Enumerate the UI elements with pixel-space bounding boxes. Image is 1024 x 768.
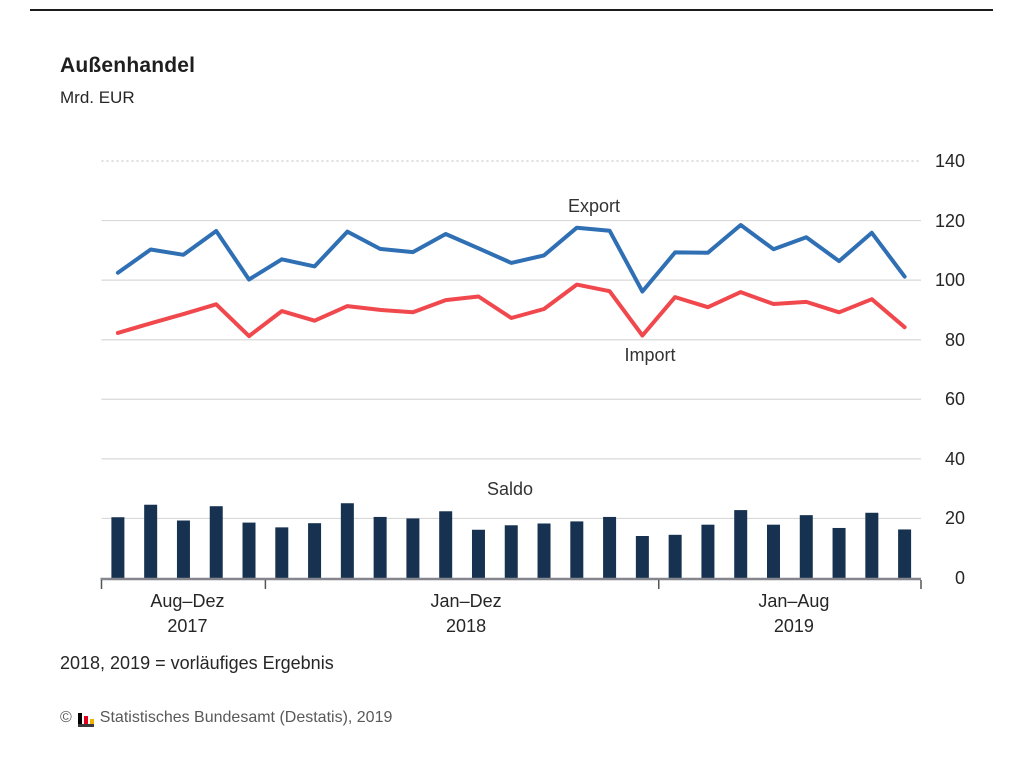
- unit-subtitle: Mrd. EUR: [60, 88, 135, 107]
- saldo-bar: [406, 518, 420, 578]
- saldo-bar: [242, 522, 256, 578]
- top-rule: [30, 9, 993, 11]
- saldo-bar: [308, 523, 322, 578]
- saldo-bar: [144, 504, 158, 578]
- logo-bar-black: [77, 712, 82, 724]
- saldo-bar: [373, 516, 387, 578]
- saldo-bar: [635, 536, 649, 578]
- import-line: [115, 282, 907, 339]
- saldo-bar: [176, 520, 190, 578]
- saldo-bar: [603, 516, 617, 578]
- destatis-logo-icon: [77, 710, 94, 727]
- copyright-text: Statistisches Bundesamt (Destatis), 2019: [99, 709, 393, 726]
- saldo-bar: [471, 529, 485, 578]
- saldo-bar: [832, 527, 846, 578]
- saldo-bar: [734, 510, 748, 578]
- saldo-bar: [766, 524, 780, 578]
- export-line: [115, 223, 907, 294]
- copyright-symbol: ©: [60, 709, 72, 726]
- copyright-line: © Statistisches Bundesamt (Destatis), 20…: [60, 709, 392, 727]
- saldo-bar: [799, 515, 813, 578]
- logo-bar-red: [83, 715, 88, 724]
- saldo-bar: [340, 503, 354, 578]
- saldo-bar: [209, 506, 223, 578]
- saldo-bar: [275, 527, 289, 578]
- footnote: 2018, 2019 = vorläufiges Ergebnis: [60, 653, 334, 673]
- saldo-bar: [668, 534, 682, 578]
- saldo-bar: [439, 511, 453, 578]
- saldo-bar: [111, 517, 125, 578]
- saldo-bar: [570, 521, 584, 578]
- logo-bar-gold: [89, 718, 94, 724]
- saldo-bar: [898, 529, 912, 578]
- saldo-bar: [865, 512, 879, 578]
- saldo-bar: [504, 525, 518, 578]
- page-title: Außenhandel: [60, 54, 196, 77]
- saldo-bar: [537, 523, 551, 578]
- saldo-bar: [701, 524, 715, 578]
